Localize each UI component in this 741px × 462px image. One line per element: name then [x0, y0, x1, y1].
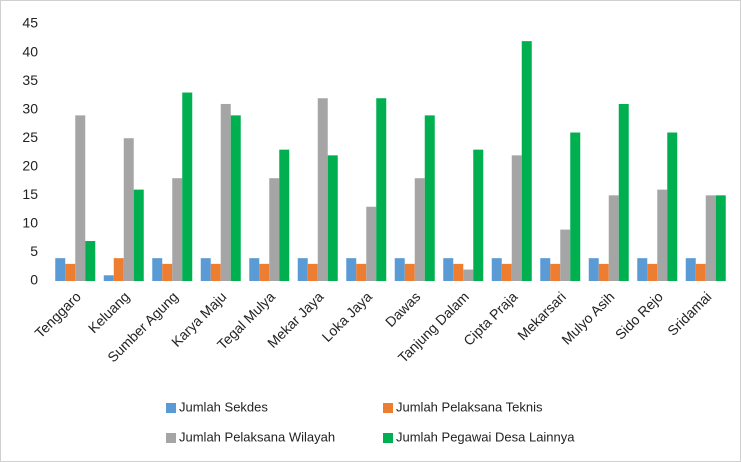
bar [356, 263, 367, 281]
bar [317, 98, 328, 281]
y-tick-label: 35 [22, 72, 38, 88]
y-tick-label: 25 [22, 129, 38, 145]
bar [327, 155, 338, 281]
bar [501, 263, 512, 281]
y-tick-label: 10 [22, 215, 38, 231]
bar [259, 263, 270, 281]
legend-label: Jumlah Pelaksana Wilayah [179, 429, 335, 444]
bar [560, 229, 571, 281]
bar [511, 155, 522, 281]
bar [346, 258, 357, 281]
bar [618, 103, 629, 281]
bar [598, 263, 609, 281]
bar [152, 258, 163, 281]
bar [453, 263, 464, 281]
bar [550, 263, 561, 281]
bar [182, 92, 193, 282]
bar [705, 195, 716, 281]
bar [570, 132, 581, 281]
bar [463, 269, 474, 281]
bar [424, 115, 435, 281]
bar [473, 149, 484, 281]
y-tick-label: 45 [22, 15, 38, 31]
bar [220, 103, 231, 281]
bar [443, 258, 454, 281]
y-tick-label: 40 [22, 43, 38, 59]
bar [210, 263, 221, 281]
y-tick-label: 20 [22, 157, 38, 173]
bar [103, 275, 114, 281]
bar [521, 41, 532, 282]
legend-swatch [383, 433, 393, 443]
bar [279, 149, 290, 281]
bar [307, 263, 318, 281]
bar [404, 263, 415, 281]
y-tick-label: 30 [22, 100, 38, 116]
bar [667, 132, 678, 281]
bar [491, 258, 502, 281]
legend-swatch [166, 433, 176, 443]
legend-label: Jumlah Pegawai Desa Lainnya [396, 429, 575, 444]
bar [133, 189, 144, 281]
bar [55, 258, 66, 281]
bar [113, 258, 124, 281]
bar [366, 206, 377, 281]
bar [715, 195, 726, 281]
y-tick-label: 5 [30, 243, 38, 259]
bar [657, 189, 668, 281]
bar [695, 263, 706, 281]
bar [540, 258, 551, 281]
bar [65, 263, 76, 281]
legend-swatch [166, 403, 176, 413]
bar [414, 178, 425, 281]
bar [162, 263, 173, 281]
bar [394, 258, 405, 281]
bar [200, 258, 211, 281]
legend-label: Jumlah Pelaksana Teknis [396, 399, 543, 414]
legend: Jumlah Sekdes Jumlah Pelaksana Teknis Juml… [166, 399, 575, 444]
bar [123, 138, 134, 281]
bar [297, 258, 308, 281]
bar [75, 115, 86, 281]
y-tick-label: 15 [22, 186, 38, 202]
legend-swatch [383, 403, 393, 413]
y-tick-label: 0 [30, 272, 38, 288]
bar [172, 178, 183, 281]
bar [637, 258, 648, 281]
bar [376, 98, 387, 281]
legend-label: Jumlah Sekdes [179, 399, 268, 414]
bar [269, 178, 280, 281]
bar [588, 258, 599, 281]
bar [647, 263, 658, 281]
bar [85, 241, 96, 281]
bar [685, 258, 696, 281]
bar [230, 115, 241, 281]
bar [249, 258, 260, 281]
bar [608, 195, 619, 281]
